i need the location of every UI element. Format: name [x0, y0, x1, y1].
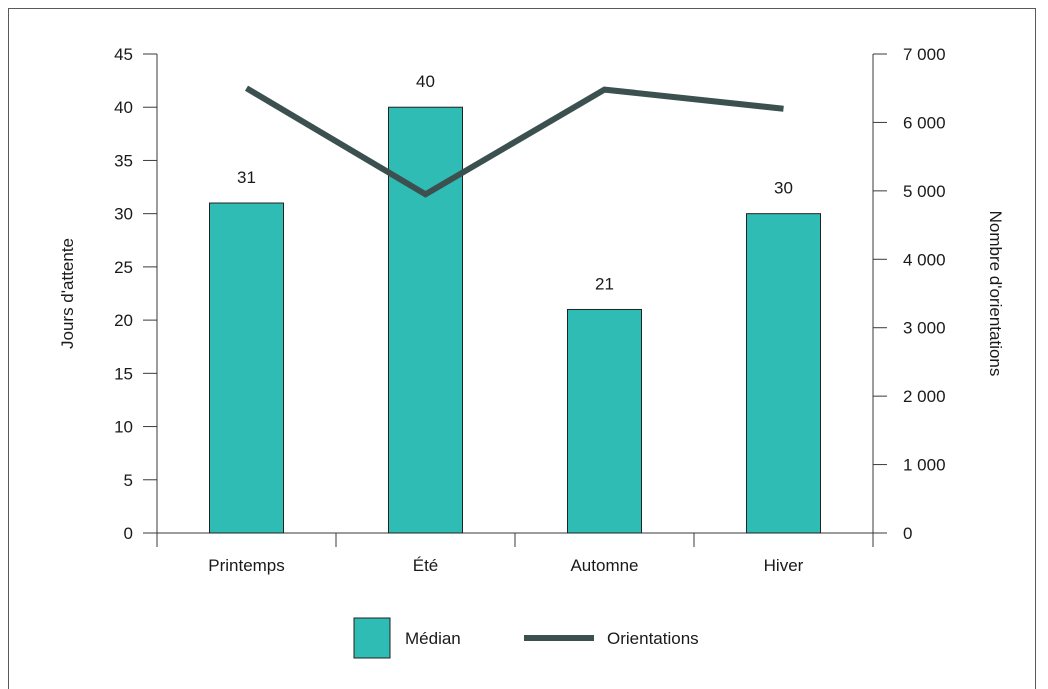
right-tick-label: 4 000 — [903, 250, 946, 269]
left-tick-label: 25 — [114, 258, 133, 277]
right-tick-label: 2 000 — [903, 387, 946, 406]
bar — [388, 106, 463, 534]
legend-bar-label: Médian — [405, 629, 461, 648]
left-tick-label: 0 — [124, 524, 133, 543]
bar-data-label: 21 — [595, 274, 614, 293]
bar-data-label: 40 — [416, 72, 435, 91]
right-tick-label: 0 — [903, 524, 912, 543]
bar-data-label: 31 — [237, 168, 256, 187]
orientations-line — [244, 85, 784, 198]
legend-bar-swatch — [353, 617, 391, 659]
bar — [209, 202, 284, 534]
chart-frame — [8, 8, 1036, 689]
left-tick-label: 30 — [114, 205, 133, 224]
right-tick-label: 7 000 — [903, 45, 946, 64]
right-tick-label: 3 000 — [903, 319, 946, 338]
bar — [567, 308, 642, 534]
x-tick-label: Été — [413, 556, 439, 575]
right-tick-label: 1 000 — [903, 456, 946, 475]
bar-data-label: 30 — [774, 179, 793, 198]
right-axis-title: Nombre d'orientations — [986, 211, 1005, 377]
left-tick-label: 10 — [114, 418, 133, 437]
left-tick-label: 45 — [114, 45, 133, 64]
left-tick-label: 15 — [114, 364, 133, 383]
left-tick-label: 35 — [114, 151, 133, 170]
legend-line-label: Orientations — [607, 629, 699, 648]
left-tick-label: 40 — [114, 98, 133, 117]
x-tick-label: Automne — [570, 556, 638, 575]
x-tick-label: Printemps — [208, 556, 285, 575]
bar — [746, 213, 821, 534]
right-tick-label: 6 000 — [903, 113, 946, 132]
right-tick-label: 5 000 — [903, 182, 946, 201]
left-tick-label: 20 — [114, 311, 133, 330]
x-tick-label: Hiver — [764, 556, 804, 575]
left-tick-label: 5 — [124, 471, 133, 490]
left-axis-title: Jours d'attente — [58, 238, 77, 349]
